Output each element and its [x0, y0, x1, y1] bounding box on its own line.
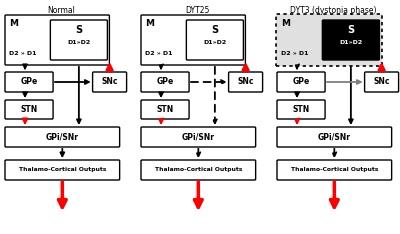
FancyBboxPatch shape	[141, 15, 246, 65]
FancyBboxPatch shape	[229, 72, 263, 92]
Text: GPe: GPe	[156, 77, 174, 87]
Text: STN: STN	[20, 105, 38, 114]
FancyBboxPatch shape	[277, 72, 325, 92]
Text: M: M	[145, 19, 154, 28]
FancyBboxPatch shape	[365, 72, 398, 92]
Text: GPi/SNr: GPi/SNr	[46, 132, 79, 142]
Text: S: S	[75, 25, 82, 35]
FancyBboxPatch shape	[141, 127, 256, 147]
FancyBboxPatch shape	[5, 160, 120, 180]
Text: SNc: SNc	[237, 77, 254, 87]
Text: GPi/SNr: GPi/SNr	[182, 132, 215, 142]
FancyBboxPatch shape	[50, 20, 107, 60]
FancyBboxPatch shape	[322, 20, 379, 60]
Text: Thalamo-Cortical Outputs: Thalamo-Cortical Outputs	[19, 168, 106, 172]
Text: DYT3 (dystonia phase): DYT3 (dystonia phase)	[290, 6, 377, 15]
Text: SNc: SNc	[101, 77, 118, 87]
FancyBboxPatch shape	[92, 72, 126, 92]
FancyBboxPatch shape	[141, 160, 256, 180]
Bar	[276, 14, 382, 66]
FancyBboxPatch shape	[141, 72, 189, 92]
Text: S: S	[347, 25, 354, 35]
Text: Thalamo-Cortical Outputs: Thalamo-Cortical Outputs	[291, 168, 378, 172]
Text: M: M	[9, 19, 18, 28]
Text: GPe: GPe	[292, 77, 310, 87]
FancyBboxPatch shape	[277, 127, 392, 147]
Text: D2 » D1: D2 » D1	[281, 51, 308, 56]
Text: Normal: Normal	[48, 6, 76, 15]
Text: D1»D2: D1»D2	[67, 40, 90, 44]
FancyBboxPatch shape	[141, 100, 189, 119]
FancyBboxPatch shape	[5, 72, 53, 92]
FancyBboxPatch shape	[5, 15, 110, 65]
Text: S: S	[211, 25, 218, 35]
FancyBboxPatch shape	[277, 100, 325, 119]
Text: GPe: GPe	[20, 77, 38, 87]
Text: D1»D2: D1»D2	[339, 40, 362, 44]
FancyBboxPatch shape	[5, 100, 53, 119]
Text: STN: STN	[156, 105, 174, 114]
Text: D2 » D1: D2 » D1	[9, 51, 36, 56]
Text: M: M	[281, 19, 290, 28]
FancyBboxPatch shape	[277, 160, 392, 180]
Text: STN: STN	[292, 105, 310, 114]
Text: D1»D2: D1»D2	[203, 40, 226, 44]
Text: GPi/SNr: GPi/SNr	[318, 132, 351, 142]
Text: SNc: SNc	[373, 77, 390, 87]
FancyBboxPatch shape	[186, 20, 243, 60]
Text: D2 » D1: D2 » D1	[145, 51, 172, 56]
Text: Thalamo-Cortical Outputs: Thalamo-Cortical Outputs	[155, 168, 242, 172]
FancyBboxPatch shape	[5, 127, 120, 147]
Text: DYT25: DYT25	[186, 6, 210, 15]
